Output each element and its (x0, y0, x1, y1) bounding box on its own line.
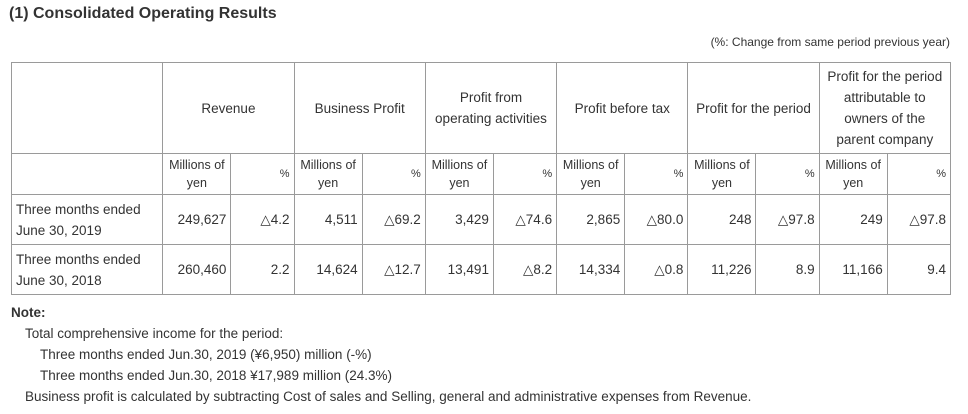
table-row: Three months ended June 30, 2018 260,460… (10, 244, 952, 295)
note-heading: Note: (11, 305, 46, 320)
pct-label: % (886, 153, 952, 195)
value-cell: 248 (687, 194, 757, 245)
row-label: Three months ended June 30, 2018 (10, 244, 164, 295)
corner-cell (10, 153, 164, 195)
pct-label: % (624, 153, 689, 195)
header-row: Revenue Business Profit Profit from oper… (10, 62, 952, 154)
note-line: Three months ended Jun.30, 2018 ¥17,989 … (40, 368, 392, 383)
unit-note: (%: Change from same period previous yea… (710, 35, 950, 49)
pct-cell: △4.2 (230, 194, 295, 245)
column-header: Profit before tax (556, 62, 689, 154)
unit-label: Millions of yen (818, 153, 888, 195)
unit-label: Millions of yen (687, 153, 757, 195)
column-header: Business Profit (293, 62, 426, 154)
note-line: Total comprehensive income for the perio… (25, 326, 284, 341)
corner-cell (10, 62, 164, 154)
pct-cell: △8.2 (492, 244, 558, 295)
column-header: Profit for the period (687, 62, 820, 154)
pct-cell: △80.0 (624, 194, 689, 245)
note-line: Three months ended Jun.30, 2019 (¥6,950)… (40, 347, 372, 362)
value-cell: 3,429 (424, 194, 494, 245)
unit-label: Millions of yen (556, 153, 626, 195)
value-cell: 2,865 (556, 194, 626, 245)
unit-label: Millions of yen (293, 153, 363, 195)
note-line: Business profit is calculated by subtrac… (25, 389, 752, 404)
value-cell: 249,627 (162, 194, 232, 245)
value-cell: 11,226 (687, 244, 757, 295)
column-header: Profit for the period attributable to ow… (818, 62, 952, 154)
pct-label: % (755, 153, 820, 195)
pct-cell: 9.4 (886, 244, 952, 295)
pct-label: % (492, 153, 558, 195)
table-row: Three months ended June 30, 2019 249,627… (10, 194, 952, 245)
row-label: Three months ended June 30, 2019 (10, 194, 164, 245)
pct-cell: △74.6 (492, 194, 558, 245)
value-cell: 4,511 (293, 194, 363, 245)
pct-cell: △0.8 (624, 244, 689, 295)
value-cell: 249 (818, 194, 888, 245)
value-cell: 260,460 (162, 244, 232, 295)
unit-row: Millions of yen % Millions of yen % Mill… (10, 153, 952, 195)
pct-label: % (361, 153, 426, 195)
column-header: Revenue (162, 62, 295, 154)
value-cell: 13,491 (424, 244, 494, 295)
value-cell: 14,624 (293, 244, 363, 295)
value-cell: 11,166 (818, 244, 888, 295)
pct-cell: 8.9 (755, 244, 820, 295)
column-header: Profit from operating activities (424, 62, 558, 154)
pct-cell: △69.2 (361, 194, 426, 245)
operating-results-table: Revenue Business Profit Profit from oper… (10, 62, 952, 295)
unit-label: Millions of yen (424, 153, 494, 195)
pct-cell: △97.8 (886, 194, 952, 245)
pct-cell: △12.7 (361, 244, 426, 295)
value-cell: 14,334 (556, 244, 626, 295)
section-title: (1) Consolidated Operating Results (9, 5, 277, 22)
notes-section: Note: Total comprehensive income for the… (11, 302, 751, 407)
pct-cell: 2.2 (230, 244, 295, 295)
pct-cell: △97.8 (755, 194, 820, 245)
unit-label: Millions of yen (162, 153, 232, 195)
pct-label: % (230, 153, 295, 195)
